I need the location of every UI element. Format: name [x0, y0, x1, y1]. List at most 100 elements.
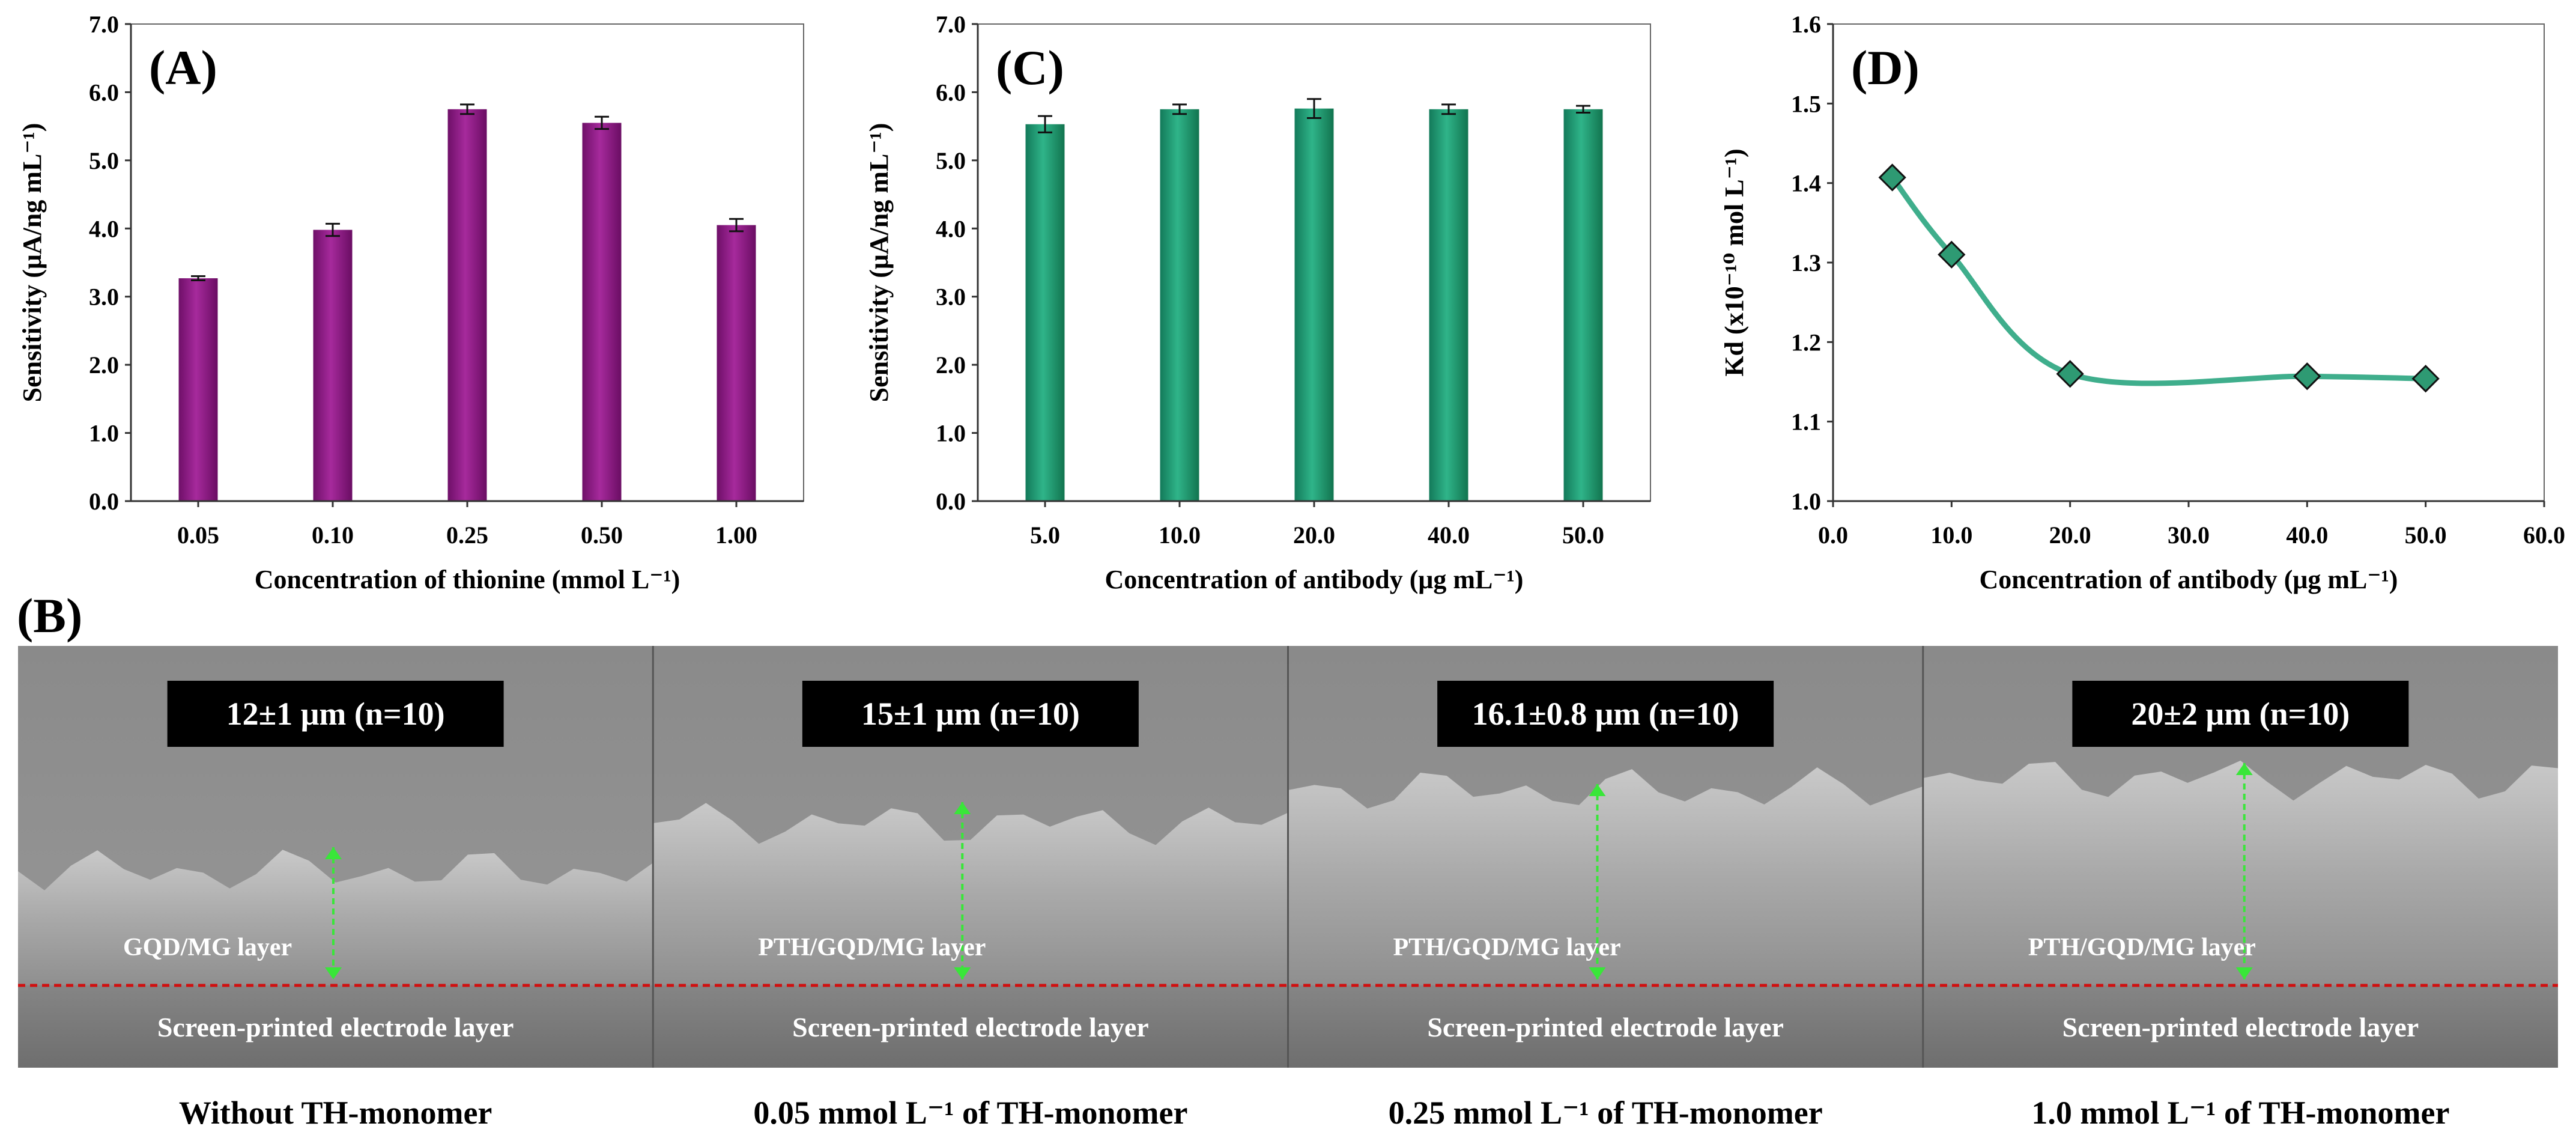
y-tick-label: 2.0	[936, 351, 966, 379]
x-tick-label: 1.00	[715, 522, 757, 549]
panel-a-chart: 0.0 1.0 2.0 3.0 4.0 5.0 6.0 7.0 0.05 0.10 0.25 0.50…	[17, 11, 804, 594]
data-point	[1878, 163, 1906, 192]
y-axis-title: Kd (x10⁻¹⁰ mol L⁻¹)	[1720, 148, 1749, 376]
x-tick-label: 0.50	[581, 522, 623, 549]
arrow-head-up	[954, 802, 971, 814]
y-tick-label: 1.0	[936, 420, 966, 447]
x-tick-label: 40.0	[1428, 522, 1470, 549]
electrode-label: Screen-printed electrode layer	[157, 1012, 514, 1042]
x-tick-label: 10.0	[1930, 522, 1972, 549]
y-tick-label: 7.0	[936, 11, 966, 38]
y-tick-label: 1.0	[89, 420, 119, 447]
fit-curve	[1890, 174, 2429, 386]
x-tick-label: 20.0	[1293, 522, 1335, 549]
data-point	[2056, 360, 2084, 388]
x-tick-label: 10.0	[1159, 522, 1201, 549]
electrode-label: Screen-printed electrode layer	[2062, 1012, 2419, 1042]
measurement-box	[1437, 681, 1774, 747]
y-tick-label: 1.1	[1791, 409, 1821, 436]
arrow-head-up	[1589, 784, 1606, 796]
data-point	[1938, 240, 1966, 269]
y-tick-label: 1.2	[1791, 329, 1821, 356]
x-axis-title: Concentration of antibody (μg mL⁻¹)	[1980, 565, 2398, 594]
y-tick-label: 6.0	[89, 79, 119, 106]
arrow-head-down	[1589, 967, 1606, 979]
arrow-head-up	[325, 847, 342, 859]
y-tick-label: 7.0	[89, 11, 119, 38]
y-tick-label: 0.0	[89, 488, 119, 515]
panel-label: (A)	[149, 40, 217, 95]
sem-caption: Without TH-monomer	[179, 1095, 492, 1131]
x-tick-label: 60.0	[2523, 522, 2565, 549]
panel-b-label: (B)	[17, 588, 82, 643]
bar	[178, 278, 218, 501]
y-tick-label: 1.6	[1791, 11, 1821, 38]
panel-c-chart: 0.0 1.0 2.0 3.0 4.0 5.0 6.0 7.0 5.0 10.0 20.0 40.0 5…	[864, 11, 1651, 594]
electrode-label: Screen-printed electrode layer	[1427, 1012, 1784, 1042]
sem-caption: 1.0 mmol L⁻¹ of TH-monomer	[2031, 1095, 2449, 1131]
layer-label: PTH/GQD/MG layer	[758, 934, 986, 961]
y-tick-label: 1.0	[1791, 488, 1821, 515]
bar	[1429, 109, 1468, 502]
bar	[1563, 109, 1603, 502]
bar	[313, 230, 353, 501]
sem-film-layer	[18, 850, 653, 985]
data-point	[2411, 365, 2440, 393]
y-tick-label: 3.0	[89, 284, 119, 311]
x-tick-label: 20.0	[2049, 522, 2091, 549]
x-tick-label: 0.05	[177, 522, 219, 549]
y-tick-label: 5.0	[89, 147, 119, 174]
bar	[1160, 109, 1199, 502]
thickness-label: 12±1 μm (n=10)	[226, 696, 445, 732]
y-tick-label: 1.5	[1791, 90, 1821, 117]
x-axis-title: Concentration of thionine (mmol L⁻¹)	[255, 565, 680, 594]
sem-film-layer	[653, 803, 1288, 985]
bar	[1025, 124, 1065, 502]
x-tick-label: 40.0	[2286, 522, 2328, 549]
y-axis-title: Sensitivity (μA/ng mL⁻¹)	[17, 123, 47, 403]
measurement-box	[167, 681, 504, 747]
sem-image-row: 12±1 μm (n=10) GQD/MG layer Screen-printed…	[18, 646, 2558, 1131]
x-tick-label: 50.0	[1562, 522, 1604, 549]
y-tick-label: 0.0	[936, 488, 966, 515]
plot-frame	[1832, 23, 2545, 502]
electrode-label: Screen-printed electrode layer	[792, 1012, 1149, 1042]
sem-electrode-layer	[1288, 985, 1923, 1068]
x-tick-label: 50.0	[2405, 522, 2447, 549]
sem-film-layer	[1288, 767, 1923, 985]
y-tick-label: 3.0	[936, 284, 966, 311]
layer-label: PTH/GQD/MG layer	[2028, 934, 2256, 961]
layer-label: PTH/GQD/MG layer	[1393, 934, 1621, 961]
x-tick-label: 0.0	[1818, 522, 1848, 549]
y-tick-label: 6.0	[936, 79, 966, 106]
y-axis-title: Sensitivity (μA/ng mL⁻¹)	[864, 123, 894, 403]
layer-label: GQD/MG layer	[123, 934, 292, 961]
measurement-box	[2072, 681, 2409, 747]
y-tick-label: 2.0	[89, 351, 119, 379]
data-point	[2293, 362, 2321, 391]
panel-label: (C)	[996, 40, 1064, 95]
bar	[447, 109, 487, 502]
arrow-head-down	[954, 967, 971, 979]
sem-electrode-layer	[1923, 985, 2558, 1068]
y-tick-label: 4.0	[89, 215, 119, 242]
bar	[582, 123, 622, 501]
bar	[717, 225, 756, 501]
x-tick-label: 5.0	[1030, 522, 1060, 549]
thickness-label: 15±1 μm (n=10)	[861, 696, 1080, 732]
x-tick-label: 30.0	[2168, 522, 2210, 549]
arrow-head-down	[2235, 967, 2253, 979]
thickness-label: 20±2 μm (n=10)	[2131, 696, 2350, 732]
thickness-label: 16.1±0.8 μm (n=10)	[1472, 696, 1739, 732]
x-tick-label: 0.25	[446, 522, 488, 549]
arrow-head-down	[325, 967, 342, 979]
arrow-head-up	[2235, 763, 2253, 775]
bar	[1294, 108, 1334, 501]
panel-d-chart: 1.0 1.1 1.2 1.3 1.4 1.5 1.6 0.0 10.0 20.0 30.0 40.0…	[1720, 11, 2565, 594]
y-tick-label: 4.0	[936, 215, 966, 242]
sem-caption: 0.25 mmol L⁻¹ of TH-monomer	[1389, 1095, 1823, 1131]
sem-caption: 0.05 mmol L⁻¹ of TH-monomer	[753, 1095, 1187, 1131]
y-tick-label: 1.3	[1791, 249, 1821, 276]
panel-label: (D)	[1851, 40, 1920, 95]
